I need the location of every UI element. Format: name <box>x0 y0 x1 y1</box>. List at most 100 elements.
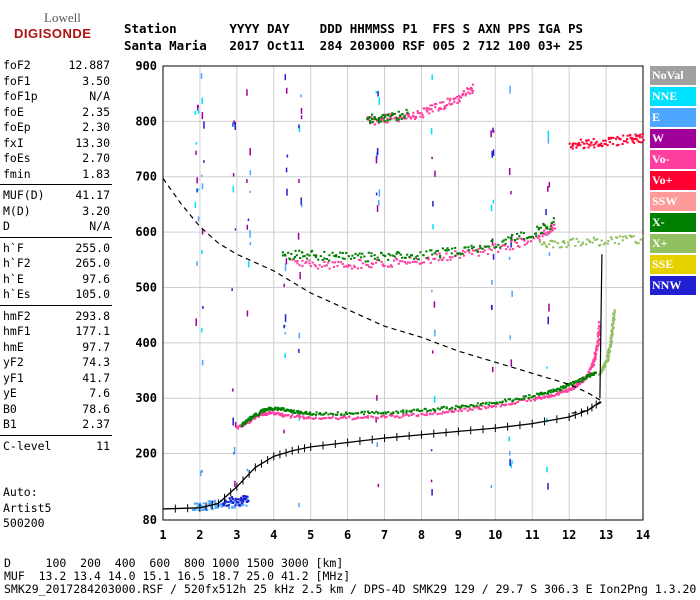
trace-point-vo- <box>436 413 439 416</box>
trace-point-vo- <box>480 408 483 411</box>
logo-line1: Lowell <box>44 10 81 25</box>
trace-point-x- <box>542 224 546 227</box>
trace-point-x- <box>581 241 585 244</box>
trace-point-vo- <box>395 415 399 418</box>
trace-point-vo- <box>339 416 343 419</box>
noise-mark <box>432 224 434 230</box>
trace-point-x- <box>551 240 555 243</box>
trace-point-x- <box>371 121 374 124</box>
trace-point-x- <box>311 249 314 252</box>
trace-point-vo- <box>575 146 578 149</box>
trace-point-vo- <box>452 410 455 413</box>
trace-point-vo- <box>593 359 596 362</box>
param-value: 177.1 <box>75 324 110 338</box>
noise-mark <box>430 127 433 135</box>
trace-point-vo- <box>351 418 354 421</box>
trace-point-vo- <box>304 261 307 264</box>
trace-point-vo- <box>431 104 434 107</box>
trace-point-vo- <box>416 112 420 115</box>
trace-point-x- <box>555 390 558 393</box>
trace-point-vo- <box>549 395 552 398</box>
trace-point-x- <box>476 250 479 253</box>
trace-point-x- <box>582 376 585 379</box>
logo-line2: DIGISONDE <box>14 26 92 41</box>
trace-point-vo- <box>598 337 601 340</box>
trace-point-vo- <box>402 414 405 417</box>
trace-point-vo- <box>639 133 642 136</box>
trace-point-vo- <box>497 250 500 253</box>
trace-point-vo- <box>442 410 445 413</box>
trace-point-vo- <box>458 256 461 259</box>
trace-point-x- <box>249 419 252 422</box>
trace-point-x- <box>373 254 376 257</box>
trace-point-x- <box>340 413 343 416</box>
trace-point-vo- <box>438 412 441 415</box>
trace-point-vo- <box>509 403 512 406</box>
noise-mark <box>378 97 381 105</box>
trace-point-vo- <box>434 257 437 260</box>
trace-point-x- <box>567 244 570 247</box>
param-separator <box>0 304 112 306</box>
param-value: 41.17 <box>75 188 110 202</box>
trace-point-x- <box>323 257 326 260</box>
trace-point-x- <box>298 410 301 413</box>
trace-point-x- <box>583 378 587 381</box>
noise-mark <box>196 104 199 111</box>
trace-point-x- <box>290 253 293 256</box>
trace-point-vo- <box>427 256 430 259</box>
trace-point-vo- <box>511 401 514 404</box>
trace-point-x- <box>467 249 471 252</box>
trace-point-vo- <box>425 107 428 110</box>
trace-point-x- <box>321 258 324 261</box>
trace-point-x- <box>585 375 588 378</box>
trace-point-x- <box>405 411 408 414</box>
trace-point-x- <box>545 244 548 247</box>
trace-point-x- <box>537 227 540 230</box>
noise-mark <box>508 168 511 175</box>
trace-point-x- <box>612 313 615 316</box>
trace-point-vo- <box>323 260 326 263</box>
trace-point-x- <box>456 405 460 408</box>
trace-point-x- <box>305 412 309 415</box>
trace-point-vo- <box>636 139 639 142</box>
trace-point-x- <box>504 400 508 403</box>
trace-point-x- <box>528 394 531 397</box>
trace-point-x- <box>472 246 475 249</box>
trace-point-x- <box>579 244 582 247</box>
trace-point-vo- <box>467 88 470 91</box>
trace-point-x- <box>438 408 442 411</box>
trace-point-x- <box>354 252 357 255</box>
trace-point-vo- <box>361 416 364 419</box>
trace-point-x- <box>241 422 244 425</box>
trace-point-vo- <box>510 403 514 406</box>
trace-point-nnw <box>227 504 230 507</box>
trace-point-x- <box>622 235 625 238</box>
trace-point-x- <box>609 340 612 343</box>
trace-point-x- <box>269 406 272 409</box>
noise-mark <box>510 359 513 367</box>
trace-point-vo- <box>510 240 513 243</box>
trace-point-vo- <box>333 261 337 264</box>
trace-point-x- <box>539 226 542 229</box>
trace-point-vo- <box>593 146 596 149</box>
trace-point-vo- <box>511 247 515 250</box>
trace-point-vo- <box>516 245 520 248</box>
trace-point-x- <box>419 251 422 254</box>
trace-point-vo- <box>260 412 263 415</box>
trace-point-x- <box>606 352 610 355</box>
trace-point-x- <box>577 379 580 382</box>
trace-point-x- <box>475 249 478 252</box>
trace-point-vo- <box>596 339 600 342</box>
trace-point-e <box>202 502 205 505</box>
trace-point-vo- <box>638 136 642 139</box>
trace-point-nnw <box>234 497 237 500</box>
trace-point-e <box>236 502 239 505</box>
trace-point-vo- <box>622 134 625 137</box>
trace-point-vo- <box>432 258 435 261</box>
noise-mark <box>203 121 205 129</box>
trace-point-nnw <box>234 499 237 502</box>
noise-mark <box>247 218 250 222</box>
trace-point-e <box>203 508 206 511</box>
param-name: B0 <box>3 401 17 416</box>
trace-point-x- <box>299 410 303 413</box>
